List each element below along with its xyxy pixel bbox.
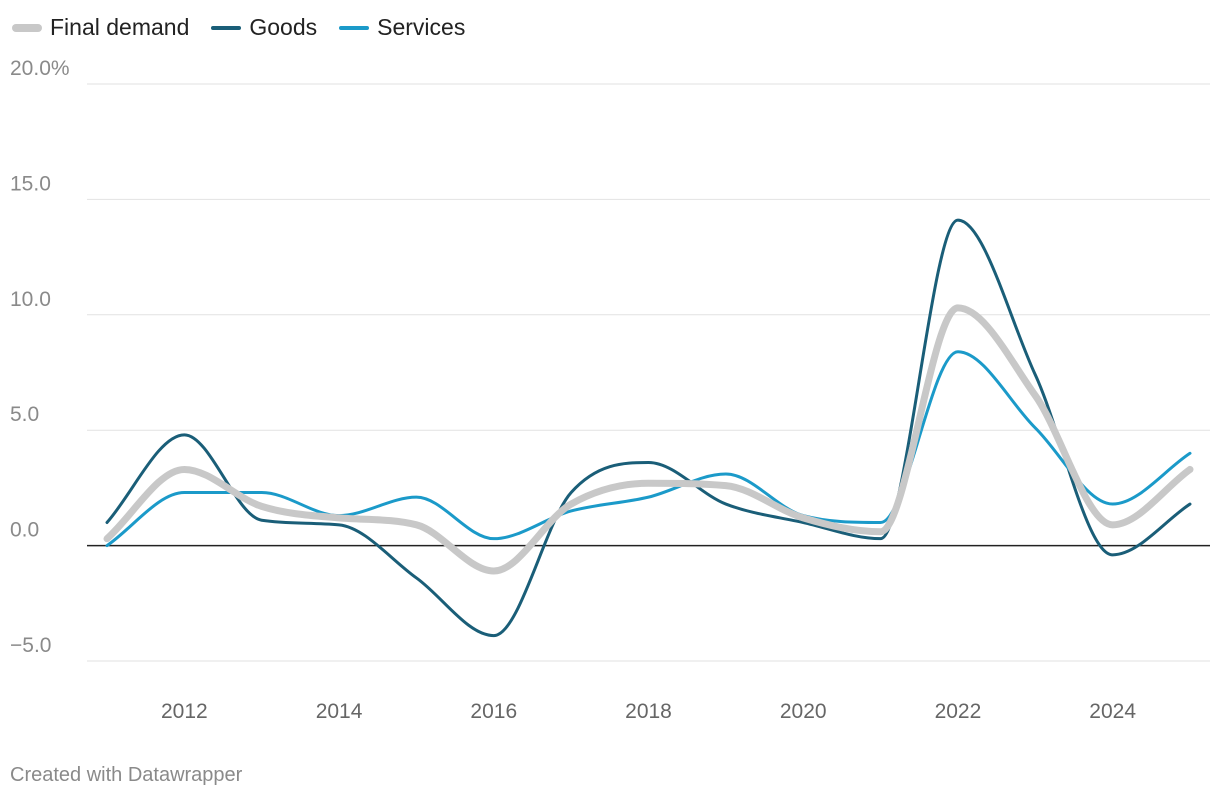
legend: Final demand Goods Services xyxy=(12,14,465,41)
legend-label: Goods xyxy=(249,14,318,40)
legend-item: Services xyxy=(339,14,465,41)
y-tick-label: −5.0 xyxy=(10,634,51,657)
y-tick-label: 0.0 xyxy=(10,519,39,542)
legend-swatch xyxy=(12,23,42,32)
legend-label: Services xyxy=(377,14,466,40)
series-line-goods xyxy=(105,218,1192,638)
legend-swatch xyxy=(211,25,242,30)
x-tick-label: 2024 xyxy=(1089,700,1136,723)
y-tick-label: 20.0% xyxy=(10,57,70,80)
footer-credit: Created with Datawrapper xyxy=(10,764,243,786)
series-line-services xyxy=(105,350,1192,548)
legend-item: Final demand xyxy=(12,14,189,41)
series-line-final-demand xyxy=(103,304,1194,575)
x-tick-label: 2016 xyxy=(470,700,517,723)
line-chart: −5.0 0.0 5.0 10.0 15.0 20.0% 2012 2014 2016 2018 2… xyxy=(10,57,1210,723)
x-tick-label: 2022 xyxy=(935,700,982,723)
y-tick-label: 5.0 xyxy=(10,403,39,426)
x-tick-label: 2018 xyxy=(625,700,672,723)
y-tick-label: 15.0 xyxy=(10,172,51,195)
legend-label: Final demand xyxy=(50,14,190,40)
x-tick-label: 2014 xyxy=(316,700,363,723)
x-tick-label: 2012 xyxy=(161,700,208,723)
x-tick-label: 2020 xyxy=(780,700,827,723)
legend-swatch xyxy=(339,25,370,30)
legend-item: Goods xyxy=(211,14,317,41)
y-tick-label: 10.0 xyxy=(10,288,51,311)
